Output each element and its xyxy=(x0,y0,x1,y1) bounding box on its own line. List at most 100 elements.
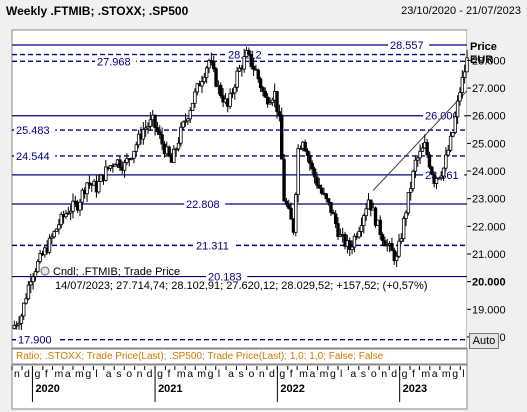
price-axis-area xyxy=(467,30,525,348)
candle-body xyxy=(249,53,253,67)
candle-body xyxy=(397,240,401,257)
level-label: 28.557 xyxy=(390,40,424,52)
month-label: a xyxy=(106,368,112,380)
candle-body xyxy=(158,131,162,136)
price-tick-label: 22.000 xyxy=(472,221,506,233)
level-label-bg xyxy=(95,55,137,67)
month-label: m xyxy=(320,368,329,380)
candle-body xyxy=(78,201,82,211)
candle-body xyxy=(369,199,373,211)
candle-body xyxy=(331,212,336,215)
candle-body xyxy=(233,86,237,94)
candle-body xyxy=(146,126,150,129)
candle-body xyxy=(319,187,324,194)
price-axis-label: Price xyxy=(470,41,497,53)
candle-body xyxy=(125,158,129,163)
level-label: 17.900 xyxy=(18,335,52,347)
candle-body xyxy=(409,188,413,193)
candle-body xyxy=(14,324,19,327)
candle-body xyxy=(270,99,275,103)
candle-body xyxy=(22,302,26,317)
candle-body xyxy=(256,69,260,80)
price-tick-label: 28.000 xyxy=(472,55,506,67)
candle-body xyxy=(406,191,411,214)
month-label: g xyxy=(34,368,40,380)
candle-body xyxy=(188,110,192,120)
candle-body xyxy=(207,60,211,69)
month-label: d xyxy=(269,368,275,380)
level-label: 21.311 xyxy=(196,240,229,252)
candle-body xyxy=(179,126,183,144)
legend-line-1: Cndl; .FTMIB; Trade Price xyxy=(53,266,180,278)
month-label: m xyxy=(75,368,84,380)
candle-body xyxy=(430,166,434,175)
candlesticks xyxy=(12,46,469,330)
candle-body xyxy=(404,212,408,219)
month-label: m xyxy=(177,368,186,380)
candle-body xyxy=(411,170,415,189)
candle-body xyxy=(287,204,291,209)
month-label: g xyxy=(452,368,458,380)
candle-body xyxy=(357,231,361,238)
candle-body xyxy=(52,230,56,238)
candle-body xyxy=(228,92,232,107)
candle-body xyxy=(268,102,272,105)
candle-body xyxy=(54,228,59,232)
currency-label: EUR xyxy=(470,54,493,66)
time-axis-area xyxy=(11,364,468,410)
candle-body xyxy=(195,83,199,93)
candle-body xyxy=(160,134,164,145)
candle-body xyxy=(33,271,38,278)
month-label: a xyxy=(432,368,438,380)
month-label: f xyxy=(290,368,293,380)
level-label-bg xyxy=(184,197,226,209)
candle-body xyxy=(97,181,101,193)
auto-scale-button[interactable]: Auto xyxy=(469,333,499,349)
candle-body xyxy=(416,157,420,161)
level-label: 24.544 xyxy=(16,151,50,163)
candle-body xyxy=(113,164,117,167)
candle-body xyxy=(385,244,389,247)
candle-body xyxy=(134,144,139,152)
candle-body xyxy=(441,167,446,177)
candle-body xyxy=(19,315,24,324)
price-tick-label: 24.000 xyxy=(472,166,506,178)
candle-body xyxy=(148,119,153,127)
candle-body xyxy=(460,77,465,94)
candle-body xyxy=(282,158,286,202)
candle-body xyxy=(455,100,460,118)
candle-body xyxy=(212,62,216,70)
candle-body xyxy=(251,65,256,70)
candle-body xyxy=(190,102,195,111)
candle-body xyxy=(64,213,68,218)
month-label: s xyxy=(361,368,366,380)
candle-body xyxy=(50,236,54,239)
month-label: s xyxy=(116,368,121,380)
candle-body xyxy=(265,96,270,105)
month-label: a xyxy=(228,368,234,380)
candle-body xyxy=(275,91,279,112)
level-label-bg xyxy=(16,333,58,345)
candle-body xyxy=(333,213,338,225)
candle-body xyxy=(310,162,314,170)
candle-body xyxy=(434,178,439,184)
candle-body xyxy=(303,141,307,152)
candle-body xyxy=(451,132,455,137)
candle-body xyxy=(465,57,469,73)
candle-body xyxy=(214,68,218,87)
candle-body xyxy=(458,92,462,102)
month-label: g xyxy=(402,368,408,380)
month-label: n xyxy=(14,368,20,380)
month-label: s xyxy=(238,368,243,380)
candle-body xyxy=(418,150,422,159)
candle-body xyxy=(36,261,40,273)
plot-area xyxy=(11,29,468,349)
candle-body xyxy=(359,225,364,232)
candle-body xyxy=(181,121,185,128)
candle-body xyxy=(242,56,246,70)
candle-body xyxy=(85,182,89,195)
month-label: m xyxy=(197,368,206,380)
candle-body xyxy=(383,240,387,247)
month-label: f xyxy=(45,368,48,380)
candle-body xyxy=(186,118,190,122)
